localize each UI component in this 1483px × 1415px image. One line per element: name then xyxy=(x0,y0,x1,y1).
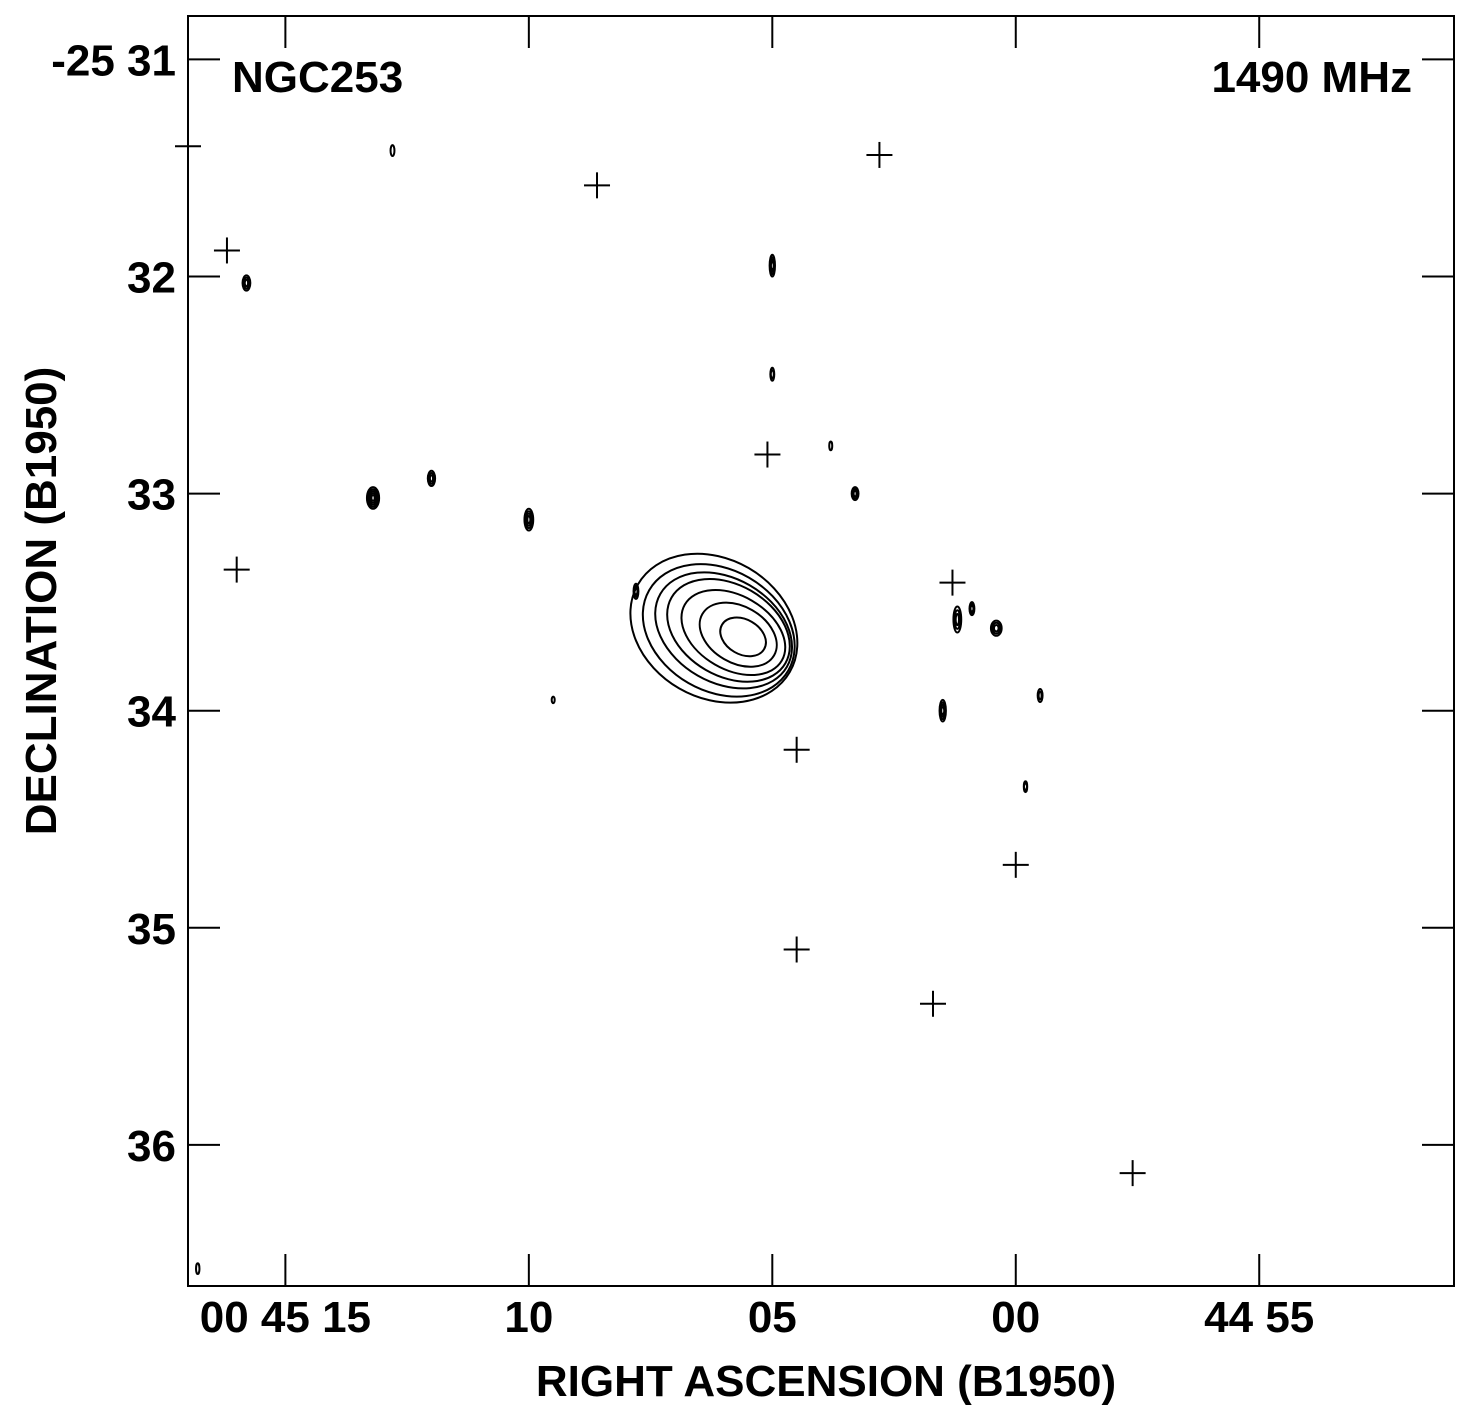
y-tick-label: 33 xyxy=(127,471,176,520)
cross-marker xyxy=(919,990,946,1017)
source-contour xyxy=(241,274,252,292)
source-contour xyxy=(632,582,640,600)
source-contour xyxy=(365,486,381,510)
galaxy-contour xyxy=(654,571,794,690)
x-tick-label: 00 45 15 xyxy=(200,1293,371,1342)
source-contour xyxy=(850,486,860,502)
galaxy-contour xyxy=(666,578,791,683)
source-contour xyxy=(426,469,437,488)
tick-labels: 00 45 15 10 05 00 44 55 -25 31 32 33 34 35 36 xyxy=(51,36,1314,1342)
y-tick-label: 35 xyxy=(127,905,176,954)
cross-marker xyxy=(939,569,966,596)
cross-markers xyxy=(175,133,1146,1187)
x-tick-label: 00 xyxy=(991,1293,1040,1342)
cross-marker xyxy=(866,141,893,168)
cross-marker xyxy=(783,736,810,763)
y-tick-label: 36 xyxy=(127,1122,176,1171)
cross-marker xyxy=(754,441,781,468)
y-tick-label: 32 xyxy=(127,254,176,303)
y-tick-label: 34 xyxy=(127,688,176,737)
source-contour xyxy=(828,440,834,452)
cross-marker xyxy=(1119,1160,1146,1187)
source-contour xyxy=(938,698,947,723)
cross-marker xyxy=(783,936,810,963)
source-contour xyxy=(195,1262,201,1276)
source-contour xyxy=(389,144,396,158)
x-tick-label: 10 xyxy=(504,1293,553,1342)
galaxy-contour xyxy=(698,601,778,668)
source-contour xyxy=(989,619,1003,637)
x-tick-label: 05 xyxy=(748,1293,797,1342)
source-label: NGC253 xyxy=(232,53,403,102)
cross-marker xyxy=(584,172,611,199)
source-contour xyxy=(769,366,776,382)
frequency-label: 1490 MHz xyxy=(1211,53,1412,102)
y-tick-label: -25 31 xyxy=(51,36,176,85)
plot-frame xyxy=(187,15,1455,1287)
source-contour xyxy=(1036,687,1044,704)
source-contour xyxy=(550,695,556,705)
source-contour xyxy=(768,253,776,278)
galaxy-contour xyxy=(680,589,787,677)
cross-marker xyxy=(175,133,201,160)
cross-marker xyxy=(223,556,250,583)
y-axis-title: DECLINATION (B1950) xyxy=(17,367,66,836)
contour-layer xyxy=(195,144,1044,1276)
galaxy-contour xyxy=(719,616,767,658)
x-axis-title: RIGHT ASCENSION (B1950) xyxy=(536,1357,1116,1406)
source-contour xyxy=(968,601,976,617)
axis-ticks xyxy=(188,16,1454,1286)
source-contour xyxy=(523,507,535,532)
x-tick-label: 44 55 xyxy=(1204,1293,1314,1342)
cross-marker xyxy=(213,237,240,264)
source-contour xyxy=(1022,780,1029,794)
source-contour xyxy=(952,605,963,634)
galaxy-contour xyxy=(641,563,796,698)
cross-marker xyxy=(1002,851,1029,878)
